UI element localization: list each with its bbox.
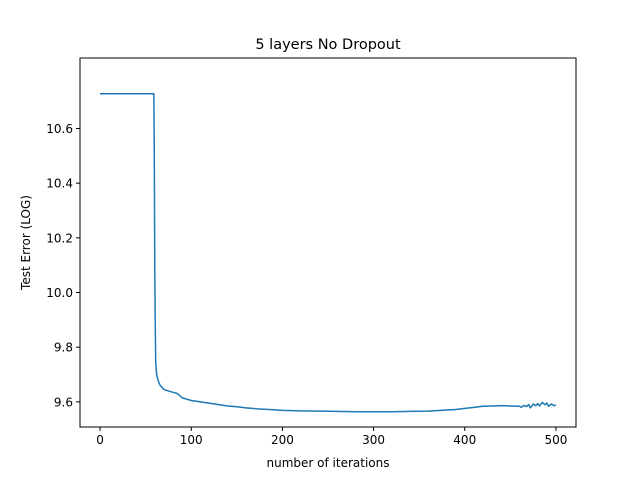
- y-tick-label: 10.0: [46, 286, 73, 300]
- y-tick-label: 10.4: [46, 177, 73, 191]
- plot-area: [100, 93, 557, 413]
- axes-frame: [79, 57, 577, 428]
- y-tick-label: 10.2: [46, 231, 73, 245]
- x-tick-label: 200: [271, 433, 294, 447]
- x-tick-label: 100: [180, 433, 203, 447]
- x-tick-label: 300: [362, 433, 385, 447]
- x-axis-label: number of iterations: [267, 456, 390, 470]
- y-tick-label: 9.8: [54, 341, 73, 355]
- x-tick-label: 400: [453, 433, 476, 447]
- y-tick-label: 9.6: [54, 395, 73, 409]
- y-axis-label: Test Error (LOG): [19, 195, 33, 291]
- test-error-line: [100, 93, 557, 413]
- x-tick-label: 500: [544, 433, 567, 447]
- x-axis: 0 100 200 300 400 500: [96, 427, 567, 447]
- x-tick-label: 0: [96, 433, 104, 447]
- y-tick-label: 10.6: [46, 122, 73, 136]
- chart-title: 5 layers No Dropout: [255, 37, 401, 53]
- y-axis: 9.6 9.8 10.0 10.2 10.4 10.6: [46, 122, 80, 409]
